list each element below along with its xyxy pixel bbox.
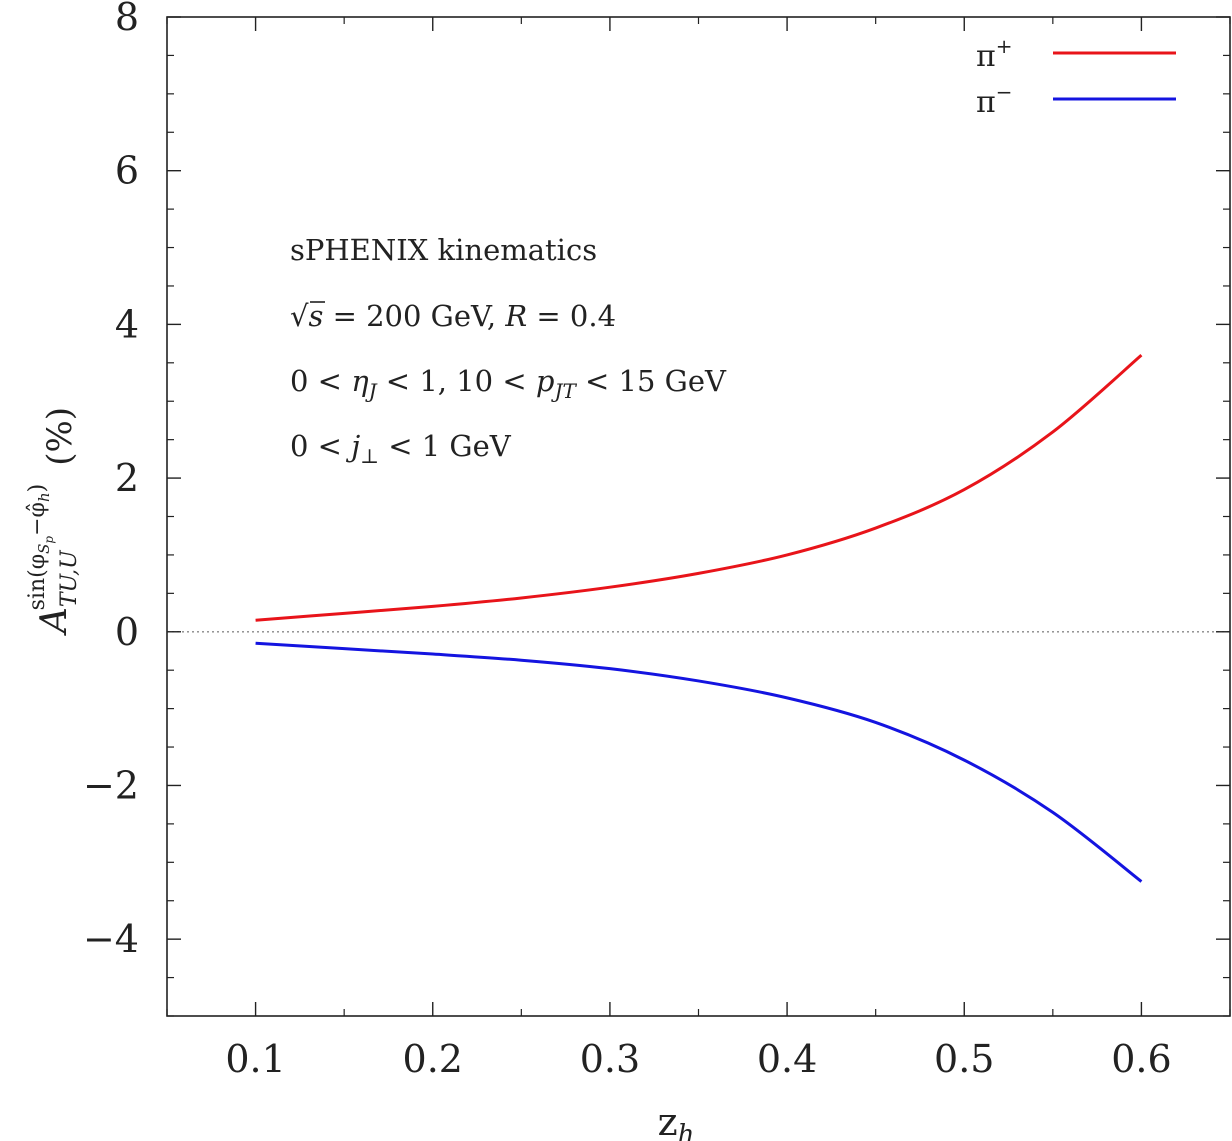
y-tick-label: −4 [83,917,139,961]
eta-range-text: < 1, 10 < [377,364,536,398]
x-tick-label: 0.6 [1111,1037,1171,1081]
p-subscript: JT [550,379,577,403]
sqrt-symbol: √ [290,299,309,333]
svg-text:√s = 200 GeV, R = 0.4: √s = 200 GeV, R = 0.4 [290,299,616,333]
eta-prefix: 0 < [290,364,351,398]
y-tick-label: 4 [115,302,139,346]
x-tick-label: 0.2 [403,1037,463,1081]
x-axis-title: zh [658,1100,695,1141]
y-tick-label: 8 [115,0,139,39]
x-tick-label: 0.5 [934,1037,994,1081]
p-symbol: p [536,364,555,398]
series-line-pi-minus [255,641,1143,883]
legend-label-pi-plus: π+ [976,34,1012,74]
plot-frame [166,16,1231,1017]
energy-text: = 200 GeV, [323,299,505,333]
axis-ticks [166,16,1231,1017]
legend: π+ π− [976,34,1176,120]
legend-label-pi-minus: π− [976,80,1012,120]
x-tick-label: 0.3 [580,1037,640,1081]
annotation-kinematics: sPHENIX kinematics [290,233,597,267]
pt-range-text: < 15 GeV [576,364,727,398]
y-tick-label: 6 [115,149,139,193]
j-subscript: ⊥ [360,444,379,468]
y-axis-title: ATU,Usin(φSp−φ̂h)(%) [25,407,82,636]
y-tick-label: 2 [115,456,139,500]
annotation-eta-pt: 0 < ηJ < 1, 10 < pJT < 15 GeV [290,364,727,403]
y-tick-label: −2 [83,763,139,807]
s-symbol: s [308,299,323,333]
r-value: = 0.4 [527,299,616,333]
eta-subscript: J [365,379,378,403]
jperp-range-text: < 1 GeV [379,429,512,463]
svg-text:ATU,Usin(φSp−φ̂h)(%): ATU,Usin(φSp−φ̂h)(%) [25,407,82,636]
x-tick-label: 0.4 [757,1037,817,1081]
r-symbol: R [504,299,527,333]
annotation-jperp: 0 < j⊥ < 1 GeV [290,429,512,468]
y-tick-label: 0 [115,610,139,654]
series-line-pi-plus [255,353,1143,622]
series-lines [255,353,1143,883]
tick-labels: 0.1 0.2 0.3 0.4 0.5 0.6 −4 −2 0 2 4 6 8 [83,0,1172,1081]
eta-symbol: η [351,364,369,398]
x-tick-label: 0.1 [225,1037,285,1081]
annotation-energy: √s = 200 GeV, R = 0.4 [290,299,616,333]
jperp-prefix: 0 < [290,429,351,463]
